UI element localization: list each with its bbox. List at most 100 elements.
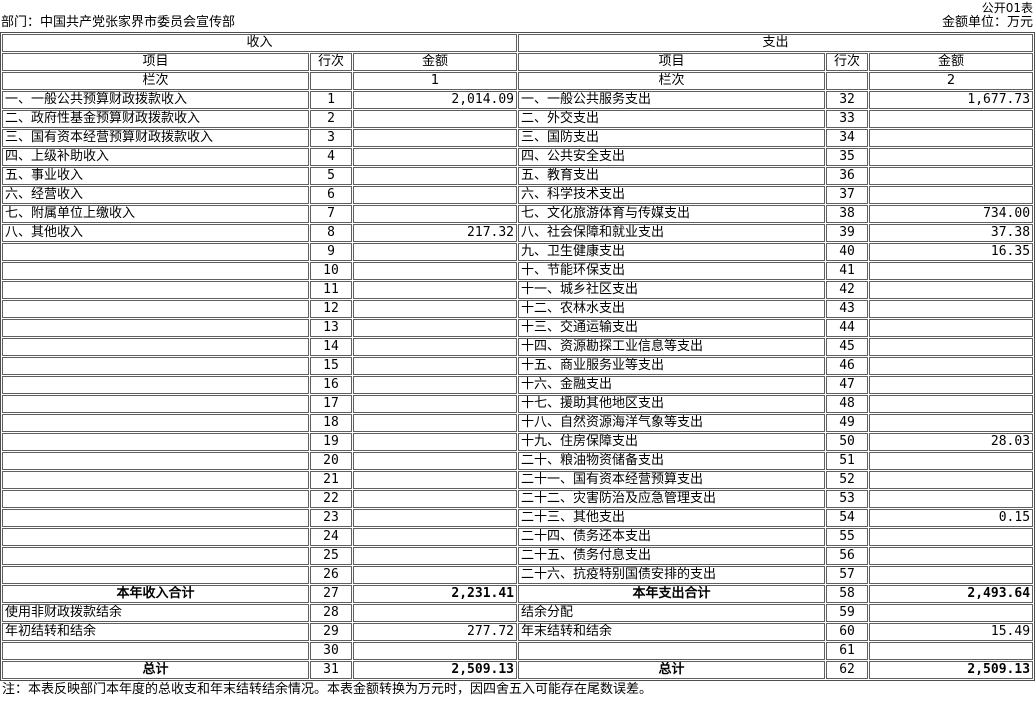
expenditure-amount-cell: [869, 490, 1034, 508]
expenditure-line-cell: 58: [826, 585, 869, 603]
table-row: 10 十、节能环保支出 41: [2, 262, 1034, 280]
expenditure-lanci-label: 栏次: [518, 72, 826, 90]
income-amount-cell: [353, 490, 518, 508]
expenditure-item-cell: 十八、自然资源海洋气象等支出: [518, 414, 826, 432]
income-line-cell: 30: [310, 642, 352, 660]
income-amount-cell: [353, 281, 518, 299]
income-expenditure-table: 收入 支出 项目 行次 金额 项目 行次 金额 栏次 1 栏次 2 一、一般公共…: [0, 32, 1036, 681]
expenditure-line-cell: 44: [826, 319, 869, 337]
income-line-cell: 11: [310, 281, 352, 299]
income-amount-column-header: 金额: [353, 53, 518, 71]
expenditure-item-cell: 二十三、其他支出: [518, 509, 826, 527]
income-line-cell: 7: [310, 205, 352, 223]
table-row: 14 十四、资源勘探工业信息等支出 45: [2, 338, 1034, 356]
income-line-cell: 8: [310, 224, 352, 242]
expenditure-amount-cell: [869, 110, 1034, 128]
expenditure-item-cell: 二十六、抗疫特别国债安排的支出: [518, 566, 826, 584]
table-row: 23 二十三、其他支出 54 0.15: [2, 509, 1034, 527]
income-line-cell: 25: [310, 547, 352, 565]
expenditure-line-cell: 48: [826, 395, 869, 413]
expenditure-line-cell: 61: [826, 642, 869, 660]
expenditure-amount-cell: [869, 319, 1034, 337]
section-header-row: 收入 支出: [2, 34, 1034, 52]
table-row: 25 二十五、债务付息支出 56: [2, 547, 1034, 565]
income-item-cell: [2, 547, 309, 565]
income-line-cell: 29: [310, 623, 352, 641]
income-item-cell: [2, 452, 309, 470]
expenditure-column-number: 2: [869, 72, 1034, 90]
expenditure-line-cell: 49: [826, 414, 869, 432]
expenditure-amount-cell: [869, 642, 1034, 660]
expenditure-amount-cell: [869, 262, 1034, 280]
expenditure-amount-cell: 0.15: [869, 509, 1034, 527]
table-row: 五、事业收入 5 五、教育支出 36: [2, 167, 1034, 185]
income-item-cell: [2, 319, 309, 337]
income-amount-cell: 2,231.41: [353, 585, 518, 603]
income-line-cell: 31: [310, 661, 352, 679]
income-item-cell: [2, 490, 309, 508]
income-line-cell: 14: [310, 338, 352, 356]
expenditure-line-cell: 35: [826, 148, 869, 166]
expenditure-line-cell: 34: [826, 129, 869, 147]
expenditure-line-cell: 32: [826, 91, 869, 109]
expenditure-line-cell: 43: [826, 300, 869, 318]
expenditure-amount-cell: [869, 604, 1034, 622]
expenditure-item-cell: 九、卫生健康支出: [518, 243, 826, 261]
expenditure-item-cell: 总计: [518, 661, 826, 679]
table-row: 六、经营收入 6 六、科学技术支出 37: [2, 186, 1034, 204]
expenditure-amount-cell: [869, 129, 1034, 147]
expenditure-amount-cell: 2,509.13: [869, 661, 1034, 679]
expenditure-amount-cell: 1,677.73: [869, 91, 1034, 109]
expenditure-item-cell: 八、社会保障和就业支出: [518, 224, 826, 242]
income-item-cell: 年初结转和结余: [2, 623, 309, 641]
income-amount-cell: [353, 471, 518, 489]
income-amount-cell: [353, 357, 518, 375]
income-amount-cell: [353, 433, 518, 451]
expenditure-amount-cell: [869, 357, 1034, 375]
income-item-cell: 本年收入合计: [2, 585, 309, 603]
income-line-cell: 26: [310, 566, 352, 584]
expenditure-amount-cell: [869, 376, 1034, 394]
income-amount-cell: [353, 566, 518, 584]
expenditure-item-cell: 四、公共安全支出: [518, 148, 826, 166]
expenditure-lanci-line-cell: [826, 72, 869, 90]
expenditure-amount-cell: [869, 547, 1034, 565]
table-row: 使用非财政拨款结余 28 结余分配 59: [2, 604, 1034, 622]
expenditure-item-cell: 十七、援助其他地区支出: [518, 395, 826, 413]
income-item-cell: 八、其他收入: [2, 224, 309, 242]
income-line-cell: 15: [310, 357, 352, 375]
expenditure-line-cell: 33: [826, 110, 869, 128]
income-item-cell: 四、上级补助收入: [2, 148, 309, 166]
column-header-row: 项目 行次 金额 项目 行次 金额: [2, 53, 1034, 71]
expenditure-item-cell: 十五、商业服务业等支出: [518, 357, 826, 375]
income-item-cell: 使用非财政拨款结余: [2, 604, 309, 622]
amount-unit-label: 金额单位：万元: [941, 15, 1033, 30]
expenditure-item-column-header: 项目: [518, 53, 826, 71]
expenditure-item-cell: 本年支出合计: [518, 585, 826, 603]
expenditure-item-cell: 六、科学技术支出: [518, 186, 826, 204]
income-item-column-header: 项目: [2, 53, 309, 71]
department-label: 部门：中国共产党张家界市委员会宣传部: [1, 15, 236, 30]
expenditure-line-cell: 55: [826, 528, 869, 546]
expenditure-amount-cell: 2,493.64: [869, 585, 1034, 603]
income-item-cell: [2, 357, 309, 375]
table-row: 二、政府性基金预算财政拨款收入 2 二、外交支出 33: [2, 110, 1034, 128]
income-column-number: 1: [353, 72, 518, 90]
expenditure-line-cell: 46: [826, 357, 869, 375]
expenditure-item-cell: 十、节能环保支出: [518, 262, 826, 280]
table-row: 26 二十六、抗疫特别国债安排的支出 57: [2, 566, 1034, 584]
expenditure-line-cell: 45: [826, 338, 869, 356]
income-line-cell: 22: [310, 490, 352, 508]
income-amount-cell: 2,509.13: [353, 661, 518, 679]
expenditure-line-cell: 57: [826, 566, 869, 584]
footnote: 注：本表反映部门本年度的总收支和年末结转结余情况。本表金额转换为万元时，因四舍五…: [2, 682, 653, 697]
income-line-cell: 6: [310, 186, 352, 204]
income-line-cell: 18: [310, 414, 352, 432]
expenditure-line-cell: 38: [826, 205, 869, 223]
income-amount-cell: [353, 509, 518, 527]
expenditure-item-cell: 二十、粮油物资储备支出: [518, 452, 826, 470]
expenditure-item-cell: 二十五、债务付息支出: [518, 547, 826, 565]
income-line-cell: 4: [310, 148, 352, 166]
income-item-cell: [2, 300, 309, 318]
expenditure-amount-cell: [869, 452, 1034, 470]
